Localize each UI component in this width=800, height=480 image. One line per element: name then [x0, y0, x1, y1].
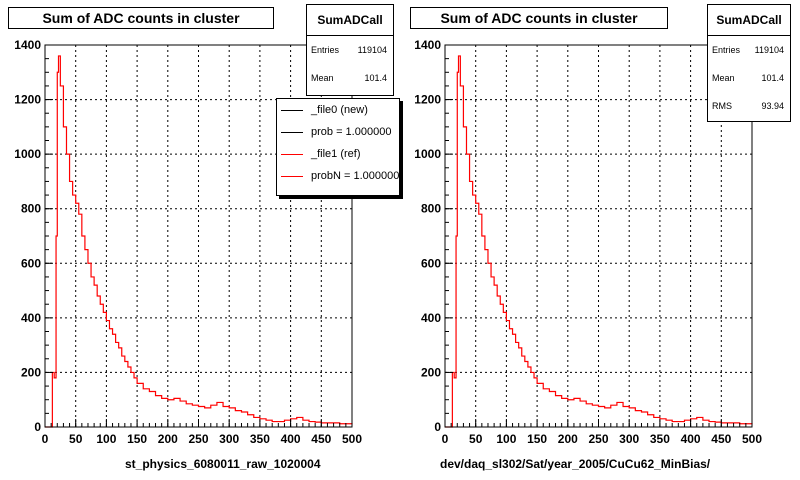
stats-box-left: SumADCall Entries 119104 Mean 101.4 — [306, 4, 394, 96]
stats-value: 93.94 — [761, 101, 784, 111]
x-tick-label: 450 — [311, 432, 331, 446]
y-tick-label: 1000 — [14, 147, 41, 161]
series-line — [445, 55, 753, 428]
stats-label: Mean — [311, 73, 334, 83]
series-line — [45, 55, 353, 428]
x-tick-label: 250 — [588, 432, 608, 446]
x-tick-label: 300 — [619, 432, 639, 446]
legend-entry-prob: prob = 1.000000 — [277, 121, 399, 143]
y-tick-label: 1400 — [14, 38, 41, 52]
legend-line — [281, 132, 303, 133]
y-tick-label: 800 — [421, 202, 441, 216]
x-tick-label: 350 — [650, 432, 670, 446]
legend-label: _file1 (ref) — [311, 148, 361, 160]
x-tick-label: 0 — [442, 432, 449, 446]
y-tick-label: 200 — [421, 365, 441, 379]
y-tick-label: 600 — [421, 256, 441, 270]
x-tick-label: 400 — [681, 432, 701, 446]
x-tick-label: 500 — [742, 432, 762, 446]
stats-value: 101.4 — [364, 73, 387, 83]
stats-label: Entries — [712, 45, 741, 55]
y-tick-label: 1000 — [414, 147, 441, 161]
stats-label: Mean — [712, 73, 735, 83]
x-tick-label: 50 — [469, 432, 483, 446]
x-tick-label: 150 — [527, 432, 547, 446]
stats-title: SumADCall — [307, 5, 393, 36]
legend-left: _file0 (new) prob = 1.000000 _file1 (ref… — [276, 98, 400, 196]
y-tick-label: 800 — [21, 202, 41, 216]
x-tick-label: 300 — [219, 432, 239, 446]
legend-entry-probn: probN = 1.000000 — [277, 165, 399, 187]
legend-label: _file0 (new) — [311, 104, 368, 116]
x-tick-label: 350 — [250, 432, 270, 446]
x-tick-label: 400 — [281, 432, 301, 446]
stats-value: 119104 — [754, 45, 784, 55]
stats-label: Entries — [311, 45, 340, 55]
x-tick-label: 100 — [96, 432, 116, 446]
x-tick-label: 500 — [342, 432, 362, 446]
x-tick-label: 0 — [42, 432, 49, 446]
x-tick-label: 150 — [127, 432, 147, 446]
y-tick-label: 400 — [421, 311, 441, 325]
stats-row-mean: Mean 101.4 — [307, 64, 393, 92]
legend-line — [281, 110, 303, 111]
x-axis-label-left: st_physics_6080011_raw_1020004 — [125, 457, 321, 471]
x-tick-label: 200 — [158, 432, 178, 446]
stats-row-entries: Entries 119104 — [708, 36, 790, 64]
legend-entry-new: _file0 (new) — [277, 99, 399, 121]
legend-label: probN = 1.000000 — [311, 170, 400, 182]
x-axis-label-right: dev/daq_sl302/Sat/year_2005/CuCu62_MinBi… — [440, 457, 711, 471]
legend-label: prob = 1.000000 — [311, 126, 392, 138]
stats-row-entries: Entries 119104 — [307, 36, 393, 64]
x-tick-label: 250 — [188, 432, 208, 446]
legend-entry-ref: _file1 (ref) — [277, 143, 399, 165]
stats-value: 119104 — [357, 45, 387, 55]
stats-label: RMS — [712, 101, 732, 111]
x-tick-label: 200 — [558, 432, 578, 446]
y-tick-label: 0 — [434, 420, 441, 434]
plot-title-right: Sum of ADC counts in cluster — [410, 7, 668, 29]
y-tick-label: 200 — [21, 365, 41, 379]
x-tick-label: 100 — [496, 432, 516, 446]
histogram-right: 0 50 100 150 200 250 300 350 400 450 500 0 200 400 600… — [414, 38, 762, 446]
histogram-left: 0 50 100 150 200 250 300 350 400 450 500 0 200 400 600… — [14, 38, 362, 446]
legend-line — [281, 154, 303, 155]
stats-box-right: SumADCall Entries 119104 Mean 101.4 RMS … — [707, 4, 791, 122]
x-tick-label: 450 — [711, 432, 731, 446]
plot-title-left: Sum of ADC counts in cluster — [8, 7, 274, 29]
y-tick-label: 1400 — [414, 38, 441, 52]
y-tick-label: 400 — [21, 311, 41, 325]
y-tick-label: 0 — [34, 420, 41, 434]
legend-line — [281, 176, 303, 177]
stats-row-rms: RMS 93.94 — [708, 92, 790, 120]
x-tick-label: 50 — [69, 432, 83, 446]
y-tick-label: 600 — [21, 256, 41, 270]
stats-row-mean: Mean 101.4 — [708, 64, 790, 92]
stats-title: SumADCall — [708, 5, 790, 36]
y-tick-label: 1200 — [414, 93, 441, 107]
y-tick-label: 1200 — [14, 93, 41, 107]
stats-value: 101.4 — [761, 73, 784, 83]
